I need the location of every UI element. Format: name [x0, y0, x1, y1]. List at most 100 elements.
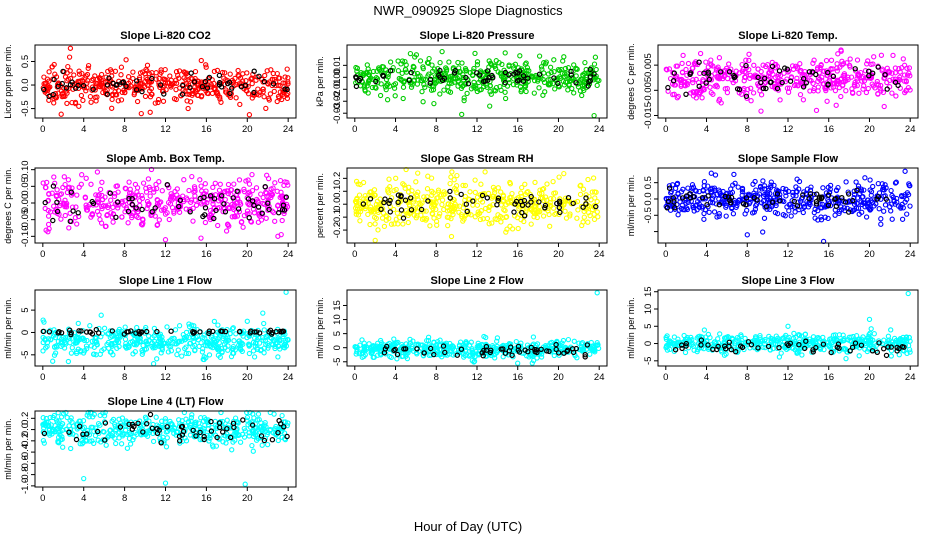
data-point [267, 91, 274, 97]
data-point [391, 221, 397, 227]
data-point [236, 208, 243, 215]
x-tick-label: 20 [553, 249, 564, 260]
data-point [233, 331, 239, 337]
data-point [793, 79, 800, 85]
reference-point [755, 74, 761, 81]
data-point [666, 183, 673, 189]
data-point [395, 58, 401, 64]
data-point [102, 194, 108, 200]
data-point [452, 201, 458, 207]
reference-point [235, 206, 242, 212]
data-point [444, 214, 451, 220]
data-point [139, 86, 145, 92]
reference-point [806, 69, 813, 75]
x-tick-label: 12 [472, 124, 483, 135]
data-point [436, 213, 442, 220]
x-tick-label: 0 [352, 124, 357, 135]
data-point [353, 196, 360, 203]
data-point [881, 103, 887, 110]
data-point [111, 193, 118, 200]
data-point [190, 218, 196, 224]
data-point [114, 183, 121, 189]
data-point [502, 207, 508, 214]
data-point [889, 216, 895, 222]
panel-3: Slope Amb. Box Temp.degrees C per min.0 4… [3, 153, 297, 260]
data-point [454, 172, 460, 179]
data-point [515, 65, 522, 71]
reference-point [671, 70, 678, 76]
data-point [890, 52, 896, 59]
reference-point [731, 72, 737, 79]
data-point [847, 56, 853, 62]
data-point [761, 215, 768, 221]
data-point [853, 179, 859, 185]
panel-title: Slope Gas Stream RH [420, 153, 533, 165]
data-point [241, 186, 247, 192]
reference-point [70, 208, 76, 214]
data-point [433, 218, 440, 225]
data-point [222, 70, 228, 76]
x-tick-label: 24 [905, 124, 916, 135]
data-point [862, 175, 868, 181]
data-point [502, 50, 508, 56]
y-tick-label: 0.00 [20, 194, 31, 213]
reference-point [251, 202, 257, 209]
data-point [537, 187, 543, 193]
data-point [513, 338, 519, 345]
data-point [212, 180, 218, 186]
data-point [471, 65, 477, 72]
data-point [94, 169, 101, 175]
data-point [160, 98, 167, 104]
data-point [76, 71, 83, 77]
data-point [219, 69, 226, 76]
reference-point [104, 91, 111, 97]
reference-point [67, 218, 74, 224]
data-point [85, 65, 91, 71]
data-point [828, 57, 835, 63]
data-point [140, 220, 146, 226]
data-point [716, 98, 722, 104]
data-point [663, 66, 669, 72]
outlier-point [515, 360, 521, 366]
data-point [64, 100, 70, 107]
data-point [573, 73, 579, 79]
data-point [51, 203, 57, 209]
reference-point [870, 70, 876, 76]
data-point [150, 438, 157, 445]
data-point [879, 66, 886, 72]
data-point [83, 88, 89, 94]
data-point [455, 59, 461, 66]
data-point [840, 82, 846, 88]
data-point [384, 97, 391, 103]
data-point [843, 355, 849, 362]
data-point [869, 81, 875, 87]
data-point [498, 87, 504, 93]
data-point [411, 212, 417, 218]
data-point [749, 210, 756, 216]
data-point [122, 336, 129, 342]
data-point [447, 180, 453, 187]
data-point [121, 202, 127, 208]
reference-point [75, 210, 81, 216]
x-tick-label: 4 [393, 249, 398, 260]
data-point [671, 91, 677, 97]
data-point [72, 215, 79, 221]
data-point [157, 84, 163, 91]
data-point [191, 189, 197, 195]
data-point [690, 79, 696, 86]
data-point [405, 219, 411, 226]
y-tick-label: 0.0 [332, 198, 343, 211]
data-point [402, 66, 409, 73]
y-tick-label: -0.1 [332, 209, 343, 225]
reference-point [402, 197, 409, 203]
data-point [261, 327, 267, 333]
reference-point [514, 78, 521, 84]
x-tick-label: 12 [160, 124, 171, 135]
data-point [701, 179, 708, 185]
reference-point [218, 193, 225, 199]
data-point [693, 188, 699, 194]
data-point [215, 322, 221, 328]
reference-point [703, 80, 709, 86]
x-tick-label: 24 [905, 372, 916, 383]
panel-2: Slope Li-820 Temp.degrees C per min.0 4 8 1… [626, 30, 919, 135]
